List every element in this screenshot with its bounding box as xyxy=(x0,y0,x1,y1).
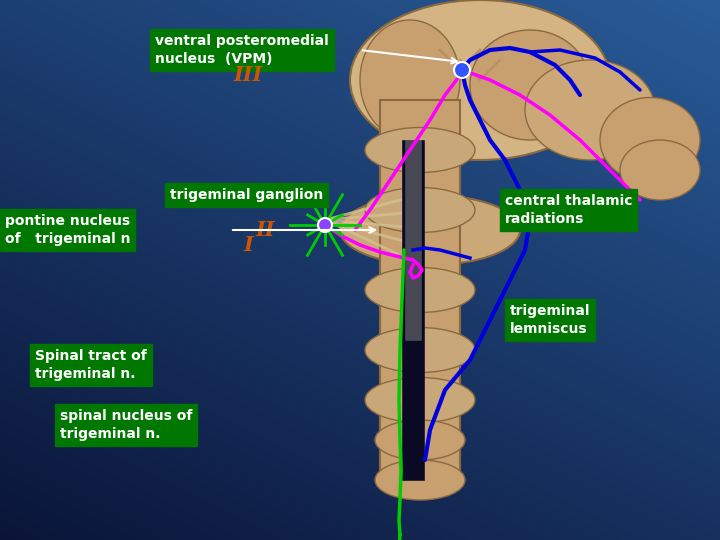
Ellipse shape xyxy=(360,20,460,140)
Text: spinal nucleus of
trigeminal n.: spinal nucleus of trigeminal n. xyxy=(60,409,192,441)
Text: central thalamic
radiations: central thalamic radiations xyxy=(505,194,632,226)
Text: III: III xyxy=(233,65,263,85)
Bar xyxy=(402,140,424,480)
Ellipse shape xyxy=(350,0,610,160)
Text: Spinal tract of
trigeminal n.: Spinal tract of trigeminal n. xyxy=(35,349,147,381)
Ellipse shape xyxy=(365,377,475,422)
Ellipse shape xyxy=(525,60,655,160)
Ellipse shape xyxy=(340,195,520,265)
Ellipse shape xyxy=(375,460,465,500)
Ellipse shape xyxy=(365,327,475,373)
Bar xyxy=(405,140,421,340)
Ellipse shape xyxy=(365,127,475,172)
Text: II: II xyxy=(256,220,275,240)
Text: pontine nucleus
of   trigeminal n: pontine nucleus of trigeminal n xyxy=(5,214,130,246)
Circle shape xyxy=(318,218,332,232)
Ellipse shape xyxy=(365,187,475,233)
Ellipse shape xyxy=(375,420,465,460)
Ellipse shape xyxy=(620,140,700,200)
Text: trigeminal
lemniscus: trigeminal lemniscus xyxy=(510,305,590,336)
Ellipse shape xyxy=(365,267,475,313)
Circle shape xyxy=(454,62,470,78)
Ellipse shape xyxy=(600,98,700,183)
Text: trigeminal ganglion: trigeminal ganglion xyxy=(170,188,323,202)
Text: ventral posteromedial
nucleus  (VPM): ventral posteromedial nucleus (VPM) xyxy=(155,35,329,66)
Ellipse shape xyxy=(470,30,590,140)
Text: I: I xyxy=(243,235,253,255)
Bar xyxy=(380,100,460,480)
